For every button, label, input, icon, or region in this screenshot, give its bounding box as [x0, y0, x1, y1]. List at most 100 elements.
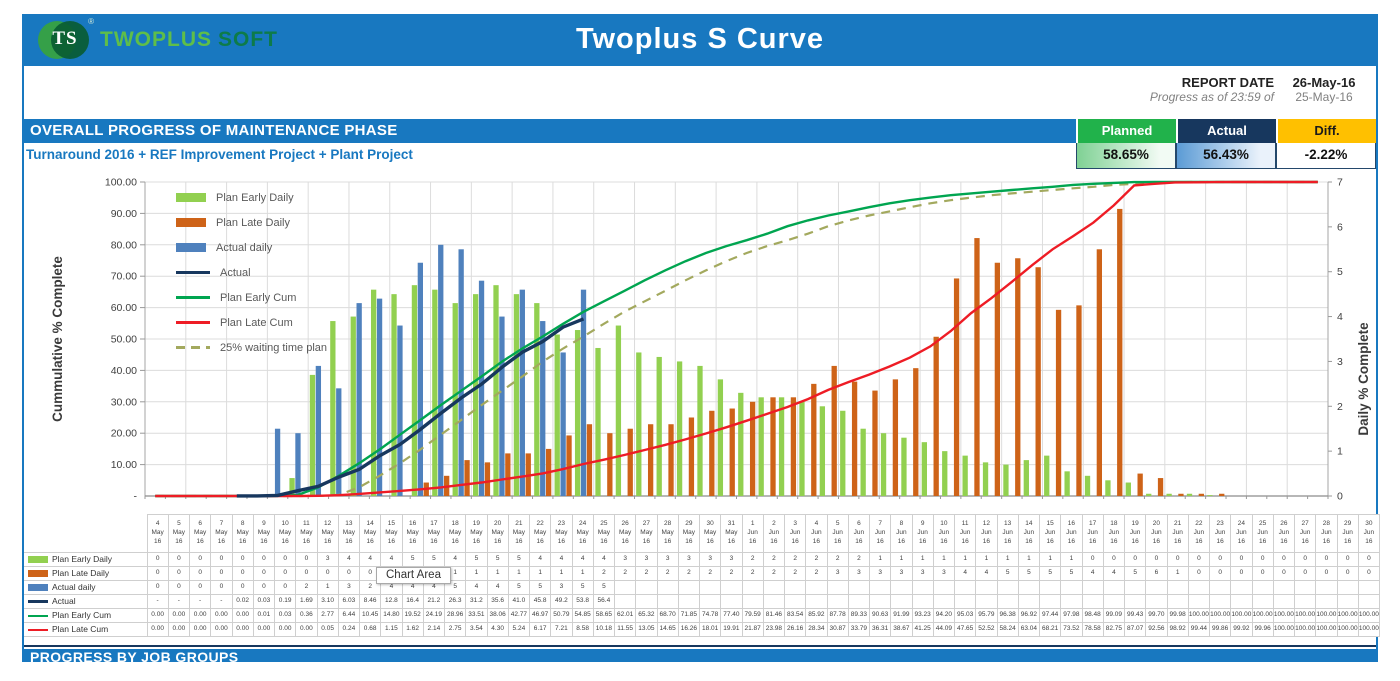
date-cell: 8 Jun 16 — [890, 514, 913, 553]
date-cell: 23 May 16 — [550, 514, 573, 553]
plan_early_daily-bar — [1023, 460, 1029, 496]
value-cell: 78.58 — [1081, 622, 1104, 637]
value-cell: 0 — [1293, 552, 1317, 567]
date-cell: 25 Jun 16 — [1251, 514, 1274, 553]
value-cell: 91.99 — [890, 608, 913, 623]
legend-swatch-icon — [176, 271, 210, 274]
value-cell: 99.70 — [1145, 608, 1168, 623]
plan-late-cum-line — [155, 180, 1318, 498]
report-info-bar: REPORT DATE 26-May-16 Progress as of 23:… — [24, 75, 1376, 119]
value-cell: 0 — [252, 580, 276, 595]
value-cell: 0.01 — [252, 608, 276, 623]
plan_early_daily-bar — [309, 374, 316, 496]
left-axis-tick: 20.00 — [111, 428, 137, 440]
value-cell: 4 — [486, 580, 509, 595]
plan_late_daily-bar — [1137, 473, 1143, 496]
value-cell: 5 — [528, 580, 552, 595]
value-cell — [1230, 594, 1253, 609]
value-cell: 26.3 — [443, 594, 467, 609]
s-curve-chart[interactable]: 100.00 90.00 80.00 70.00 60.00 50.00 40.00 30.0… — [24, 172, 1380, 512]
value-cell: 0 — [167, 552, 191, 567]
value-cell — [975, 580, 998, 595]
logo-monogram: TS — [52, 28, 78, 49]
legend-label: Actual — [220, 266, 251, 279]
value-cell: 0 — [252, 552, 276, 567]
value-cell: 5 — [486, 552, 509, 567]
date-cell: 15 Jun 16 — [1038, 514, 1062, 553]
value-cell: 85.92 — [805, 608, 828, 623]
legend-item: Actual — [176, 260, 327, 285]
value-cell: 0 — [1357, 552, 1381, 567]
value-cell: 50.79 — [550, 608, 573, 623]
row-swatch-icon — [28, 556, 48, 563]
value-cell: 0 — [188, 552, 212, 567]
plan_late_daily-bar — [709, 410, 715, 496]
plan-early-cum-line — [155, 180, 1318, 498]
value-cell — [762, 580, 786, 595]
plan_early_daily-bar — [636, 352, 642, 496]
waiting-25-line — [155, 180, 1318, 498]
value-cell: 0.00 — [188, 622, 212, 637]
plan_late_daily-bar — [1035, 267, 1041, 496]
value-cell — [911, 594, 934, 609]
value-cell — [868, 580, 892, 595]
date-cell: 8 May 16 — [231, 514, 254, 553]
value-cell: 1 — [996, 552, 1019, 567]
value-cell: 83.54 — [783, 608, 807, 623]
value-cell: 0.00 — [273, 622, 297, 637]
value-cell — [635, 580, 658, 595]
actual_daily-bar — [519, 289, 525, 496]
brand-text: TWOPLUS SOFT — [100, 28, 278, 52]
value-cell: 4 — [380, 552, 403, 567]
value-cell: 100.00 — [1357, 608, 1381, 623]
value-cell — [1315, 594, 1338, 609]
value-cell: 1 — [507, 566, 531, 581]
date-cell: 5 May 16 — [167, 514, 191, 553]
value-cell: 5 — [1017, 566, 1041, 581]
date-cell: 21 May 16 — [507, 514, 531, 553]
value-cell: 0 — [1272, 552, 1296, 567]
value-cell: 95.03 — [953, 608, 977, 623]
value-cell: 1 — [953, 552, 977, 567]
value-cell: 0 — [1251, 566, 1274, 581]
value-cell: 30.87 — [826, 622, 849, 637]
value-cell: 0.68 — [358, 622, 382, 637]
value-cell: 4 — [550, 552, 573, 567]
value-cell: 7.21 — [550, 622, 573, 637]
value-cell — [953, 594, 977, 609]
plan_early_daily-bar — [370, 289, 377, 496]
date-cell: 6 Jun 16 — [847, 514, 871, 553]
right-axis-tick: 2 — [1337, 401, 1343, 413]
plan_early_daily-bar — [1064, 471, 1070, 496]
value-cell: 100.00 — [1272, 608, 1296, 623]
value-cell: 0.00 — [210, 622, 233, 637]
value-cell: 0 — [1251, 552, 1274, 567]
section-title: OVERALL PROGRESS OF MAINTENANCE PHASE — [24, 119, 1076, 143]
actual_daily-bar — [580, 289, 587, 496]
s-curve-chart-area[interactable]: 100.00 90.00 80.00 70.00 60.00 50.00 40.00 30.0… — [24, 172, 1376, 512]
value-cell: 100.00 — [1357, 622, 1381, 637]
kpi-planned-value: 58.65% — [1076, 143, 1176, 169]
value-cell: 33.79 — [847, 622, 871, 637]
date-cell: 28 May 16 — [656, 514, 679, 553]
value-cell: - — [188, 594, 212, 609]
actual_daily-bar — [478, 280, 485, 496]
value-cell: 28.34 — [805, 622, 828, 637]
value-cell: 10.18 — [592, 622, 616, 637]
date-cell: 22 Jun 16 — [1187, 514, 1211, 553]
value-cell: 100.00 — [1315, 622, 1338, 637]
value-cell: 3 — [720, 552, 743, 567]
value-cell: 98.48 — [1081, 608, 1104, 623]
value-cell: 4 — [1081, 566, 1104, 581]
value-cell — [868, 594, 892, 609]
legend-label: Actual daily — [216, 241, 273, 254]
value-cell: 3 — [677, 552, 701, 567]
date-cell: 24 Jun 16 — [1230, 514, 1253, 553]
value-cell: 0 — [188, 566, 212, 581]
value-cell: 33.51 — [465, 608, 488, 623]
row-label-text: Plan Early Cum — [52, 609, 112, 620]
date-cell: 21 Jun 16 — [1166, 514, 1189, 553]
value-cell: 2 — [635, 566, 658, 581]
plan_early_daily-bar — [676, 361, 683, 496]
row-label-text: Actual daily — [52, 581, 96, 592]
